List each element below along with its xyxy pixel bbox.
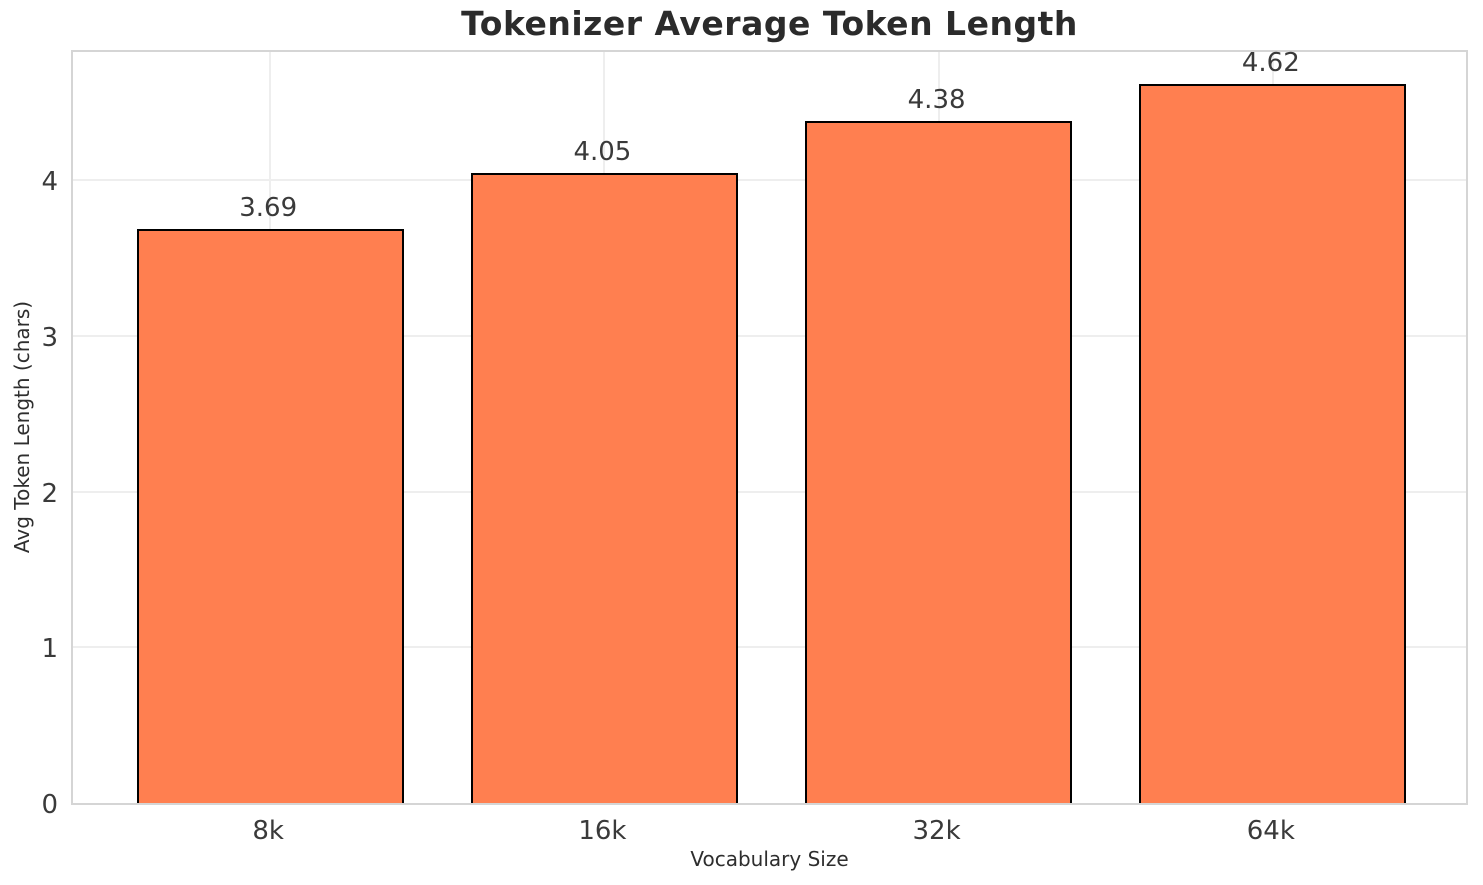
bar-64k — [1139, 83, 1407, 803]
y-tick-label-1: 1 — [41, 634, 58, 665]
y-axis-label: Avg Token Length (chars) — [10, 300, 34, 554]
bar-value-label-8k: 3.69 — [239, 192, 298, 223]
bar-16k — [470, 172, 739, 803]
y-tick-label-3: 3 — [41, 322, 58, 353]
y-tick-label-0: 0 — [41, 790, 58, 820]
plot-area — [71, 50, 1468, 805]
x-tick-label-8k: 8k — [252, 816, 284, 846]
y-tick-label-4: 4 — [41, 167, 58, 198]
h-gridline-1 — [73, 646, 1466, 649]
x-axis-label: Vocabulary Size — [690, 847, 849, 871]
h-gridline-2 — [73, 490, 1466, 493]
y-tick-label-2: 2 — [41, 478, 58, 509]
h-gridline-3 — [73, 335, 1466, 337]
h-gridline-4 — [73, 179, 1466, 182]
chart-title: Tokenizer Average Token Length — [461, 4, 1078, 43]
x-tick-label-16k: 16k — [578, 816, 627, 846]
bar-8k — [136, 228, 404, 803]
bar-32k — [804, 121, 1073, 803]
bar-value-label-64k: 4.62 — [1241, 47, 1300, 78]
x-tick-label-64k: 64k — [1246, 816, 1295, 846]
bar-value-label-16k: 4.05 — [573, 136, 632, 167]
bar-value-label-32k: 4.38 — [907, 85, 966, 116]
x-tick-label-32k: 32k — [912, 816, 961, 846]
